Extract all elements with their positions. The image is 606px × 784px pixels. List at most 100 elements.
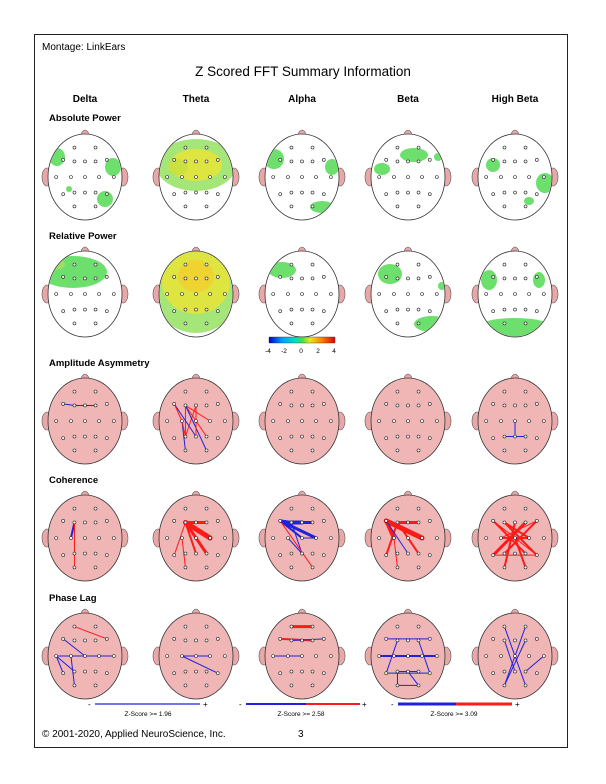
electrode (172, 309, 177, 313)
electrode (289, 321, 294, 326)
electrode (289, 506, 294, 511)
electrode (502, 565, 507, 570)
connection-line (503, 639, 516, 673)
electrode (420, 654, 424, 658)
electrode (406, 175, 410, 179)
electrode (194, 520, 198, 525)
colorbar-tick: 4 (332, 348, 336, 355)
electrode (223, 536, 227, 540)
connection-line (181, 420, 186, 438)
electrode (384, 192, 389, 196)
electrode (329, 419, 333, 423)
electrode (83, 536, 87, 540)
head-map (152, 246, 240, 338)
connection-line (184, 521, 197, 555)
electrode (491, 275, 496, 279)
head-map (364, 373, 452, 465)
electrode (513, 638, 517, 643)
electrode (395, 520, 400, 525)
head-map (41, 246, 129, 338)
row-label-relative-power: Relative Power (49, 231, 117, 242)
head-map (152, 129, 240, 221)
electrode (83, 434, 87, 439)
electrode (300, 434, 304, 439)
electrode (204, 624, 209, 629)
z-score-region (536, 173, 552, 193)
electrode (112, 292, 116, 296)
electrode (416, 276, 421, 281)
electrode (395, 321, 400, 326)
z-score-region (524, 197, 534, 205)
electrode (384, 671, 389, 675)
electrode (523, 321, 528, 326)
electrode (395, 551, 400, 556)
electrode (502, 638, 507, 643)
electrode (406, 307, 410, 312)
electrode (104, 309, 109, 313)
electrode (180, 292, 184, 296)
electrode (377, 536, 381, 540)
electrode (499, 536, 503, 540)
connection-line (279, 519, 303, 539)
electrode (93, 321, 98, 326)
z-score-legend-1: - + (88, 700, 208, 709)
electrode (427, 519, 432, 523)
connection-line (385, 520, 409, 555)
z-score-region (478, 318, 552, 337)
electrode (183, 638, 188, 643)
electrode (523, 276, 528, 281)
electrode (69, 536, 73, 540)
electrode (523, 307, 528, 312)
electrode (513, 307, 517, 312)
electrode (523, 506, 528, 511)
electrode (112, 536, 116, 540)
electrode (112, 654, 116, 658)
electrode (384, 637, 389, 641)
connection-line (62, 403, 75, 406)
electrode (204, 669, 209, 674)
electrode (183, 389, 188, 394)
head-map (258, 129, 346, 221)
electrode (61, 309, 66, 313)
connection-line (173, 521, 186, 556)
electrode (416, 638, 421, 643)
electrode (377, 654, 381, 658)
electrode (183, 683, 188, 688)
electrode (204, 145, 209, 150)
head-map (364, 608, 452, 700)
electrode (321, 519, 326, 523)
connection-line (62, 638, 86, 657)
z-score-region (268, 262, 296, 278)
electrode (165, 292, 169, 296)
electrode (502, 321, 507, 326)
electrode (97, 175, 101, 179)
electrode (542, 292, 546, 296)
electrode (329, 292, 333, 296)
electrode (289, 403, 294, 408)
connection-line (73, 626, 108, 640)
z-score-region (49, 148, 65, 166)
electrode (314, 654, 318, 658)
electrode (484, 292, 488, 296)
electrode (416, 145, 421, 150)
electrode (83, 551, 87, 556)
electrode (104, 637, 109, 641)
electrode (406, 551, 410, 556)
electrode (93, 683, 98, 688)
head-map (152, 608, 240, 700)
electrode (172, 637, 177, 641)
electrode (278, 436, 283, 440)
head-map (471, 129, 559, 221)
head-map (41, 608, 129, 700)
electrode (72, 434, 77, 439)
electrode (491, 553, 496, 557)
electrode (61, 158, 66, 162)
z-score-region (168, 159, 188, 175)
electrode (321, 158, 326, 162)
electrode (427, 158, 432, 162)
electrode (310, 307, 315, 312)
electrode (427, 637, 432, 641)
electrode (427, 436, 432, 440)
electrode (384, 275, 389, 279)
